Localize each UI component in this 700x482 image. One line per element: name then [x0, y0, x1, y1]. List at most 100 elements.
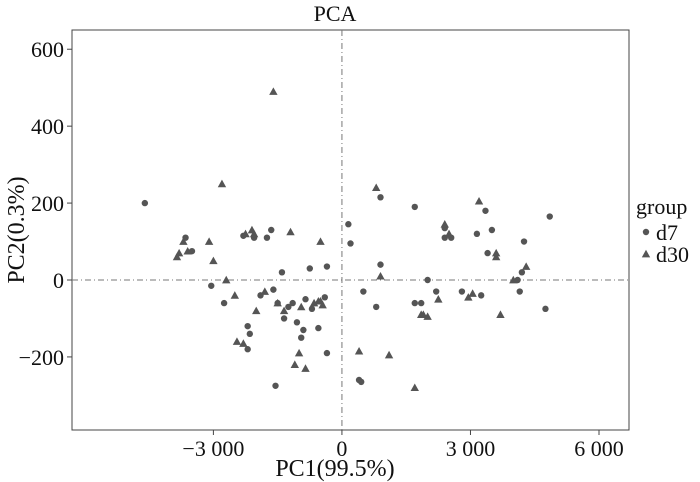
x-tick-label: 3 000	[446, 436, 496, 461]
data-point-d30	[384, 350, 394, 359]
data-point-d30	[290, 360, 299, 368]
data-point-d7	[358, 378, 365, 386]
data-point-d7	[306, 265, 313, 272]
reference-lines	[72, 30, 629, 430]
data-point-d30	[354, 346, 364, 355]
data-point-d30	[376, 271, 385, 280]
data-point-d30	[491, 252, 501, 261]
data-point-d7	[300, 326, 307, 334]
data-point-d7	[308, 305, 316, 313]
data-point-d30	[230, 291, 240, 299]
data-point-d7	[417, 299, 425, 307]
data-point-d30	[217, 179, 227, 188]
y-tick-label: 0	[53, 268, 64, 293]
y-tick-label: 600	[31, 37, 64, 62]
data-point-d30	[309, 298, 319, 307]
data-point-d7	[220, 299, 228, 307]
data-point-d30	[204, 237, 214, 245]
data-point-d7	[244, 346, 251, 353]
data-point-d30	[286, 227, 295, 236]
data-point-d7	[268, 226, 275, 234]
legend-title: group	[636, 194, 687, 219]
data-point-d7	[270, 286, 277, 293]
data-point-d7	[347, 240, 354, 247]
data-point-d7	[244, 322, 251, 330]
data-point-d30	[297, 302, 306, 311]
data-point-d30	[249, 229, 259, 238]
data-point-d30	[301, 364, 310, 372]
data-point-d7	[520, 238, 528, 245]
data-point-d7	[477, 292, 485, 299]
data-point-d7	[542, 305, 549, 313]
data-point-d30	[423, 312, 432, 320]
data-point-d30	[434, 295, 443, 303]
data-point-d7	[208, 282, 215, 289]
data-point-d7	[323, 349, 331, 357]
data-point-d30	[294, 348, 304, 357]
data-point-d7	[473, 230, 481, 238]
data-point-d30	[260, 287, 270, 295]
data-point-d7	[373, 303, 380, 311]
data-point-d30	[318, 300, 327, 309]
data-point-d7	[377, 194, 384, 201]
data-point-d30	[183, 246, 192, 255]
data-point-d30	[491, 248, 501, 257]
data-point-d30	[269, 87, 278, 95]
legend-marker-d30	[641, 249, 651, 258]
legend-label-d7: d7	[656, 220, 678, 245]
data-point-d30	[179, 237, 188, 245]
data-point-d30	[316, 237, 325, 245]
data-point-d7	[280, 315, 288, 322]
data-point-d30	[496, 310, 505, 318]
data-point-d7	[315, 324, 322, 332]
y-axis-label: PC2(0.3%)	[4, 176, 30, 283]
data-point-d7	[377, 261, 384, 268]
data-point-d30	[468, 289, 477, 297]
data-point-d30	[464, 293, 473, 301]
data-point-d7	[263, 234, 271, 241]
data-point-d30	[252, 306, 261, 315]
data-point-d7	[278, 269, 286, 276]
data-point-d7	[411, 299, 418, 307]
data-point-d7	[484, 249, 491, 257]
data-point-d7	[482, 207, 489, 214]
data-point-d30	[444, 229, 454, 238]
data-point-d7	[360, 288, 367, 295]
legend-label-d30: d30	[656, 242, 689, 267]
data-point-d30	[273, 298, 282, 307]
data-point-d7	[321, 294, 328, 301]
data-point-d30	[239, 339, 248, 347]
y-tick-label: 200	[31, 191, 64, 216]
plot-frame	[71, 29, 630, 431]
data-point-d7	[411, 203, 418, 211]
data-point-d30	[279, 306, 289, 315]
x-tick-label: 6 000	[574, 436, 624, 461]
data-point-d7	[458, 288, 466, 295]
data-point-d30	[232, 337, 242, 345]
chart-title: PCA	[314, 1, 357, 26]
data-point-d7	[323, 263, 331, 270]
data-point-d30	[372, 183, 381, 192]
legend-marker-d7	[642, 228, 650, 236]
data-point-d30	[521, 262, 531, 270]
data-point-d7	[516, 288, 523, 295]
data-point-d7	[488, 226, 496, 234]
data-point-d30	[509, 275, 518, 284]
data-point-d30	[172, 252, 182, 261]
data-point-d30	[222, 275, 231, 284]
data-point-d7	[272, 382, 279, 389]
data-point-d30	[410, 383, 419, 392]
series-d30-points	[172, 87, 531, 392]
data-point-d30	[440, 220, 449, 228]
data-point-d7	[432, 288, 440, 295]
y-tick-label: 400	[31, 114, 64, 139]
data-point-d7	[302, 296, 309, 303]
data-point-d30	[419, 310, 428, 318]
data-point-d7	[518, 269, 526, 276]
y-tick-label: −200	[19, 345, 64, 370]
series-d7-points	[141, 194, 553, 389]
data-point-d7	[546, 213, 553, 220]
